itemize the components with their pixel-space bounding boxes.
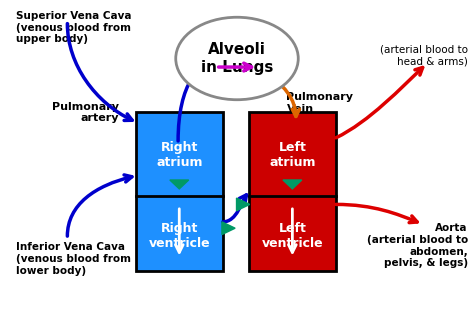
Polygon shape (283, 180, 302, 189)
FancyBboxPatch shape (249, 112, 336, 271)
Polygon shape (237, 198, 250, 211)
FancyArrowPatch shape (263, 71, 300, 116)
FancyArrowPatch shape (178, 60, 221, 141)
Circle shape (176, 17, 298, 100)
Text: Superior Vena Cava
(venous blood from
upper body): Superior Vena Cava (venous blood from up… (16, 11, 131, 44)
Text: Pulmonary
artery: Pulmonary artery (52, 102, 119, 123)
Text: Left
atrium: Left atrium (269, 141, 316, 169)
Text: Pulmonary
Vein: Pulmonary Vein (286, 92, 354, 114)
FancyBboxPatch shape (136, 112, 223, 271)
FancyArrowPatch shape (336, 68, 423, 138)
Text: Alveoli
in Lungs: Alveoli in Lungs (201, 42, 273, 75)
Text: Left
ventricle: Left ventricle (262, 222, 323, 250)
Text: Aorta
(arterial blood to
abdomen,
pelvis, & legs): Aorta (arterial blood to abdomen, pelvis… (367, 223, 468, 268)
FancyArrowPatch shape (336, 204, 417, 223)
Polygon shape (222, 222, 235, 235)
FancyArrowPatch shape (67, 175, 132, 236)
Polygon shape (170, 180, 189, 189)
FancyArrowPatch shape (67, 24, 132, 120)
Text: Inferior Vena Cava
(venous blood from
lower body): Inferior Vena Cava (venous blood from lo… (16, 243, 130, 276)
Text: (arterial blood to
head & arms): (arterial blood to head & arms) (380, 44, 468, 66)
Text: Right
ventricle: Right ventricle (148, 222, 210, 250)
FancyArrowPatch shape (223, 195, 246, 222)
Text: Right
atrium: Right atrium (156, 141, 202, 169)
